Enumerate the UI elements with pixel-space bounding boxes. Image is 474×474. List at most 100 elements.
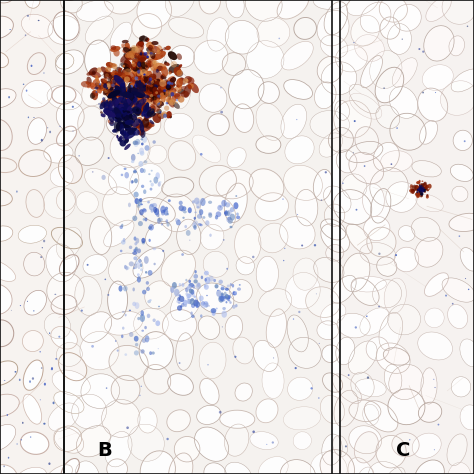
Ellipse shape — [256, 103, 284, 140]
Ellipse shape — [182, 300, 188, 305]
Ellipse shape — [134, 142, 138, 147]
Ellipse shape — [146, 109, 155, 117]
Ellipse shape — [197, 283, 201, 287]
Ellipse shape — [127, 89, 131, 93]
Ellipse shape — [136, 108, 139, 112]
Ellipse shape — [150, 94, 153, 97]
Ellipse shape — [440, 81, 474, 115]
Ellipse shape — [124, 117, 125, 119]
Ellipse shape — [151, 210, 154, 213]
Ellipse shape — [163, 114, 167, 118]
Ellipse shape — [119, 87, 122, 91]
Ellipse shape — [132, 118, 141, 127]
Ellipse shape — [0, 361, 18, 385]
Ellipse shape — [394, 247, 419, 272]
Ellipse shape — [144, 112, 156, 118]
Ellipse shape — [346, 141, 383, 163]
Ellipse shape — [120, 84, 123, 89]
Ellipse shape — [137, 101, 139, 104]
Ellipse shape — [169, 91, 176, 96]
Ellipse shape — [419, 190, 423, 191]
Ellipse shape — [128, 85, 133, 89]
Ellipse shape — [178, 64, 182, 68]
Ellipse shape — [199, 295, 204, 301]
Ellipse shape — [118, 106, 125, 110]
Ellipse shape — [115, 73, 120, 77]
Ellipse shape — [226, 295, 230, 301]
Ellipse shape — [188, 280, 191, 283]
Ellipse shape — [142, 338, 146, 343]
Ellipse shape — [18, 225, 46, 243]
Text: C: C — [396, 441, 410, 460]
Ellipse shape — [143, 93, 145, 95]
Ellipse shape — [191, 311, 193, 315]
Ellipse shape — [155, 320, 160, 326]
Ellipse shape — [146, 56, 149, 59]
Ellipse shape — [132, 251, 137, 255]
Ellipse shape — [139, 84, 142, 88]
Ellipse shape — [140, 114, 143, 117]
Ellipse shape — [151, 170, 153, 172]
Ellipse shape — [194, 270, 197, 273]
Ellipse shape — [139, 198, 142, 202]
Ellipse shape — [125, 129, 128, 131]
Ellipse shape — [118, 285, 123, 292]
Ellipse shape — [166, 84, 171, 90]
Ellipse shape — [185, 279, 187, 282]
Ellipse shape — [134, 83, 144, 89]
Ellipse shape — [143, 52, 147, 56]
Ellipse shape — [140, 451, 175, 474]
Ellipse shape — [131, 118, 133, 120]
Ellipse shape — [178, 301, 181, 304]
Ellipse shape — [134, 98, 146, 109]
Ellipse shape — [130, 124, 133, 127]
Ellipse shape — [17, 467, 46, 474]
Ellipse shape — [135, 53, 140, 61]
Ellipse shape — [237, 287, 241, 291]
Ellipse shape — [208, 213, 212, 218]
Ellipse shape — [221, 293, 224, 296]
Ellipse shape — [221, 296, 226, 301]
Ellipse shape — [137, 205, 140, 208]
Ellipse shape — [421, 368, 437, 404]
Ellipse shape — [165, 219, 168, 223]
Ellipse shape — [112, 109, 118, 115]
Ellipse shape — [100, 101, 106, 109]
Ellipse shape — [324, 186, 351, 213]
Ellipse shape — [409, 189, 413, 192]
Ellipse shape — [337, 313, 370, 338]
Ellipse shape — [121, 114, 135, 123]
Ellipse shape — [141, 84, 144, 86]
Ellipse shape — [124, 130, 136, 139]
Ellipse shape — [138, 221, 143, 226]
Ellipse shape — [127, 64, 130, 70]
Ellipse shape — [123, 238, 126, 242]
Ellipse shape — [111, 108, 114, 110]
Ellipse shape — [235, 383, 252, 401]
Ellipse shape — [122, 86, 125, 89]
Ellipse shape — [54, 392, 84, 413]
Ellipse shape — [289, 337, 321, 368]
Ellipse shape — [416, 192, 419, 197]
Ellipse shape — [140, 88, 146, 95]
Ellipse shape — [412, 161, 441, 177]
Ellipse shape — [419, 188, 422, 192]
Ellipse shape — [136, 124, 142, 129]
Ellipse shape — [141, 238, 146, 243]
Ellipse shape — [154, 89, 165, 99]
Ellipse shape — [209, 276, 214, 282]
Ellipse shape — [424, 273, 448, 296]
Ellipse shape — [204, 463, 227, 474]
Ellipse shape — [179, 294, 181, 298]
Ellipse shape — [106, 89, 112, 96]
Ellipse shape — [187, 84, 192, 90]
Ellipse shape — [426, 189, 428, 191]
Ellipse shape — [178, 96, 184, 103]
Ellipse shape — [137, 273, 140, 276]
Ellipse shape — [221, 292, 223, 294]
Ellipse shape — [178, 219, 180, 221]
Ellipse shape — [352, 276, 386, 292]
Ellipse shape — [92, 79, 100, 87]
Ellipse shape — [108, 294, 109, 296]
Ellipse shape — [158, 82, 168, 91]
